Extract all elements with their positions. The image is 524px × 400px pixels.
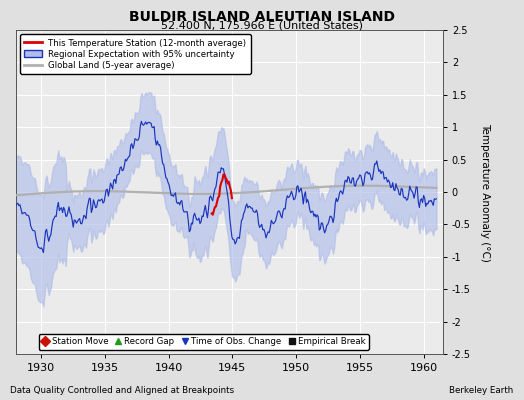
Text: Data Quality Controlled and Aligned at Breakpoints: Data Quality Controlled and Aligned at B… xyxy=(10,386,235,395)
Text: Berkeley Earth: Berkeley Earth xyxy=(449,386,514,395)
Text: 52.400 N, 175.966 E (United States): 52.400 N, 175.966 E (United States) xyxy=(161,20,363,30)
Y-axis label: Temperature Anomaly (°C): Temperature Anomaly (°C) xyxy=(481,122,490,262)
Legend: Station Move, Record Gap, Time of Obs. Change, Empirical Break: Station Move, Record Gap, Time of Obs. C… xyxy=(39,334,369,350)
Text: BULDIR ISLAND ALEUTIAN ISLAND: BULDIR ISLAND ALEUTIAN ISLAND xyxy=(129,10,395,24)
